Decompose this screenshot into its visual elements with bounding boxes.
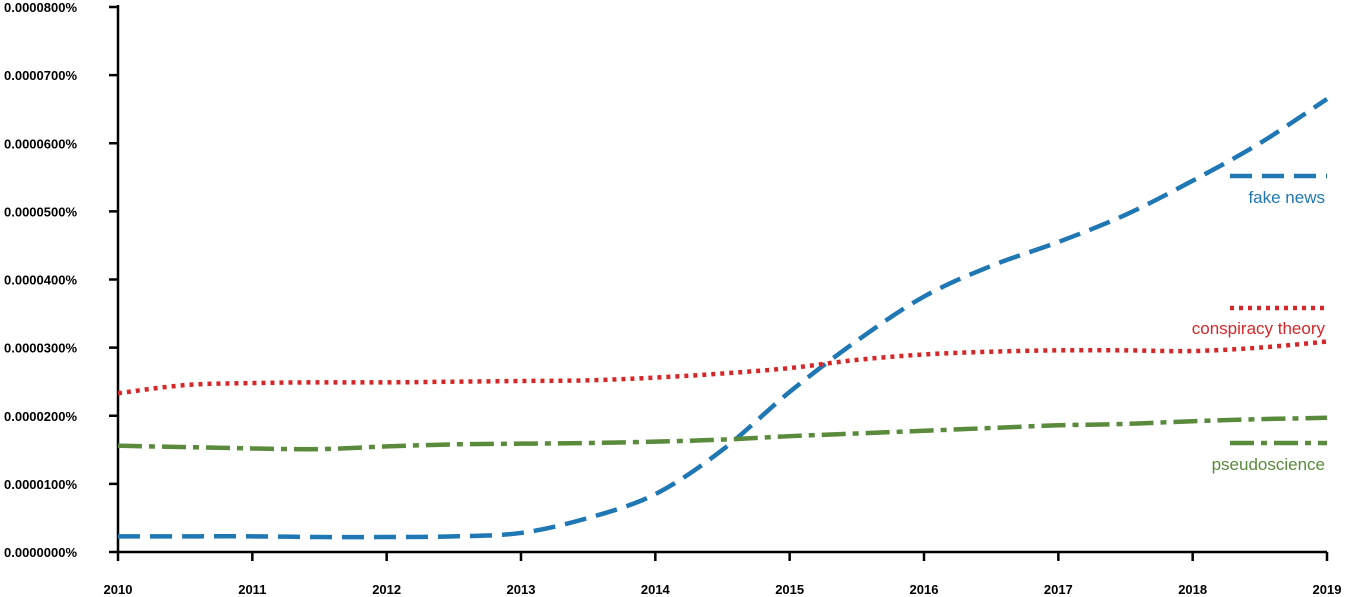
x-tick-label: 2016 [910,582,939,597]
y-tick-label: 0.0000700% [4,68,77,83]
x-tick-label: 2014 [641,582,671,597]
series-line-pseudoscience [117,415,1328,452]
y-tick-label: 0.0000800% [4,0,77,15]
x-tick-label: 2011 [238,582,266,597]
y-tick-label: 0.0000300% [4,341,77,356]
x-tick-label: 2013 [507,582,536,597]
y-tick-label: 0.0000600% [4,136,77,151]
series-line-fake-news [117,97,1329,540]
y-tick-label: 0.0000500% [4,204,77,219]
axes: 0.0000000% 0.0000100% 0.0000200% 0.0000300%… [4,0,1341,597]
y-tick-label: 0.0000000% [4,545,77,560]
series-layer [117,97,1329,540]
legend: fake news conspiracy theory pseudoscience [1192,173,1327,474]
y-tick-label: 0.0000400% [4,273,77,288]
x-tick-label: 2018 [1178,582,1207,597]
legend-label-conspiracy-theory: conspiracy theory [1192,319,1326,338]
x-tick-label: 2019 [1313,582,1342,597]
y-tick-label: 0.0000100% [4,477,77,492]
series-line-conspiracy-theory [117,339,1328,396]
x-tick-label: 2012 [372,582,401,597]
legend-label-fake-news: fake news [1248,188,1325,207]
legend-label-pseudoscience: pseudoscience [1212,455,1325,474]
x-tick-label: 2017 [1044,582,1073,597]
x-tick-label: 2010 [104,582,133,597]
x-tick-label: 2015 [775,582,804,597]
y-tick-label: 0.0000200% [4,409,77,424]
